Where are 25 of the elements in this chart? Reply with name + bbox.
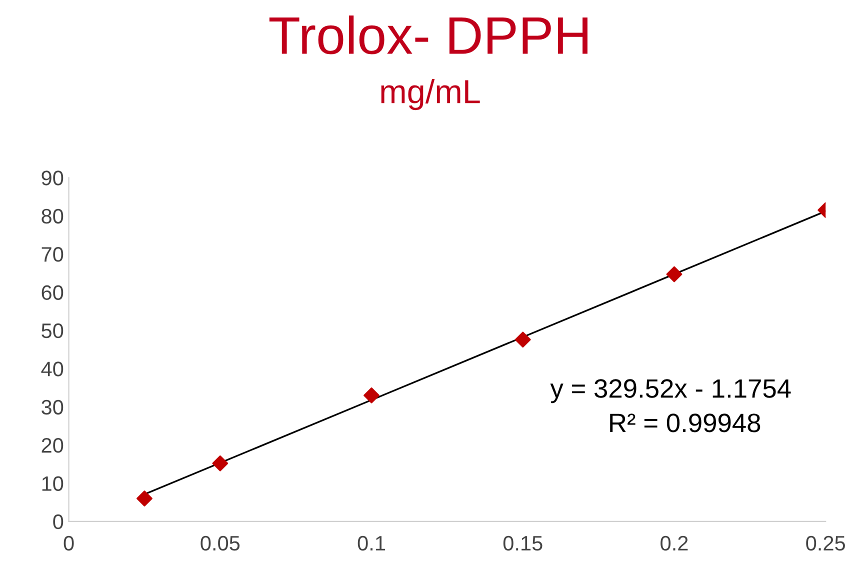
- annotation: R² = 0.99948: [610, 414, 760, 432]
- point: [364, 387, 380, 404]
- chart-subtitle: mg/mL: [381, 79, 480, 110]
- point: [212, 455, 228, 472]
- y-tick-label: 10: [42, 476, 64, 491]
- x-tick-label: 0: [64, 536, 74, 551]
- y-tick-label: 60: [42, 285, 64, 300]
- x-tick-label: 0.25: [806, 536, 845, 551]
- y-tick-label: 40: [41, 362, 64, 376]
- y-tick-label: 50: [42, 323, 64, 338]
- point: [666, 266, 682, 282]
- y-tick-label: 90: [42, 170, 64, 186]
- y-tick-label: 70: [42, 247, 64, 262]
- y-tick-label: 20: [42, 438, 64, 453]
- annotation: y = 329.52x - 1.1754: [550, 379, 791, 404]
- x-tick-label: 0.05: [200, 536, 240, 551]
- y-tick-label: 80: [42, 208, 64, 224]
- y-tick-label: 0: [53, 514, 64, 530]
- y-tick-label: 30: [42, 400, 64, 415]
- point: [136, 490, 152, 506]
- x-tick-label: 0.15: [503, 536, 542, 551]
- x-tick-label: 0.1: [358, 536, 385, 551]
- x-tick-label: 0.2: [660, 536, 688, 551]
- point: [514, 332, 531, 348]
- chart-title: Trolox- DPPH: [269, 16, 588, 54]
